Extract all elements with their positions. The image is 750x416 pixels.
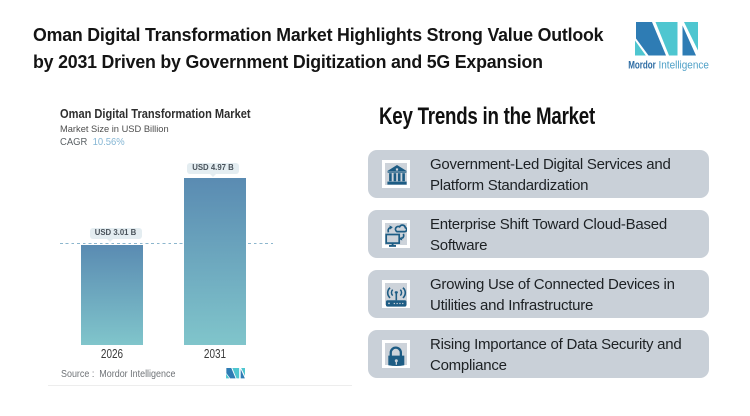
svg-text:Mordor: Mordor [628, 59, 656, 71]
svg-text:Intelligence: Intelligence [659, 59, 709, 71]
